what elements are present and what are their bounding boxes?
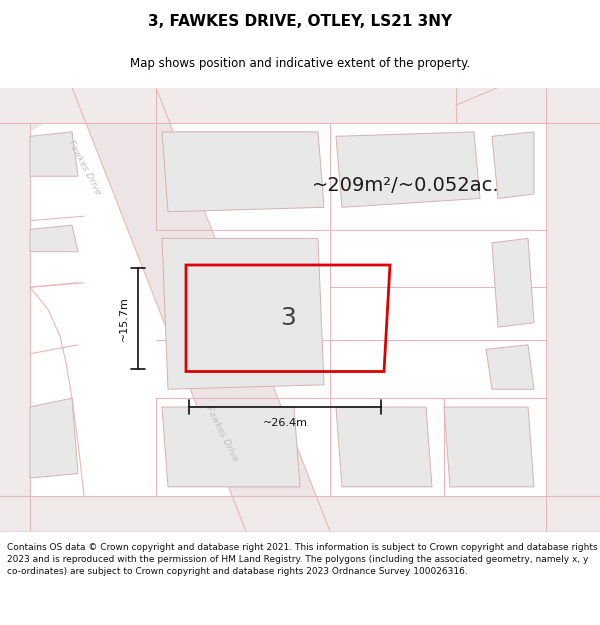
- Polygon shape: [162, 132, 324, 212]
- Polygon shape: [30, 132, 78, 176]
- Text: ~26.4m: ~26.4m: [263, 418, 308, 428]
- Polygon shape: [0, 88, 600, 123]
- Text: Fawkes Drive: Fawkes Drive: [66, 139, 102, 196]
- Polygon shape: [444, 407, 534, 487]
- Polygon shape: [336, 407, 432, 487]
- Text: Map shows position and indicative extent of the property.: Map shows position and indicative extent…: [130, 56, 470, 69]
- Polygon shape: [0, 88, 30, 531]
- Polygon shape: [486, 345, 534, 389]
- Text: Fawkes Drive: Fawkes Drive: [204, 404, 240, 462]
- Polygon shape: [72, 88, 330, 531]
- Polygon shape: [162, 238, 324, 389]
- Polygon shape: [0, 88, 108, 132]
- Text: ~209m²/~0.052ac.: ~209m²/~0.052ac.: [312, 176, 500, 194]
- Text: Contains OS data © Crown copyright and database right 2021. This information is : Contains OS data © Crown copyright and d…: [7, 542, 598, 576]
- Polygon shape: [492, 132, 534, 199]
- Polygon shape: [162, 407, 300, 487]
- Polygon shape: [492, 238, 534, 327]
- Polygon shape: [30, 225, 78, 252]
- Text: ~15.7m: ~15.7m: [119, 296, 129, 341]
- Text: 3: 3: [280, 306, 296, 330]
- Polygon shape: [336, 132, 480, 208]
- Text: 3, FAWKES DRIVE, OTLEY, LS21 3NY: 3, FAWKES DRIVE, OTLEY, LS21 3NY: [148, 14, 452, 29]
- Polygon shape: [0, 496, 600, 531]
- Polygon shape: [546, 88, 600, 531]
- Polygon shape: [30, 398, 78, 478]
